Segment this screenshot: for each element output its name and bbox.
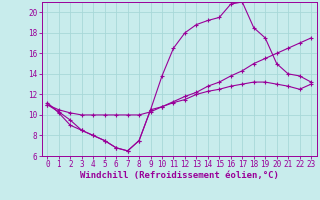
X-axis label: Windchill (Refroidissement éolien,°C): Windchill (Refroidissement éolien,°C) [80,171,279,180]
